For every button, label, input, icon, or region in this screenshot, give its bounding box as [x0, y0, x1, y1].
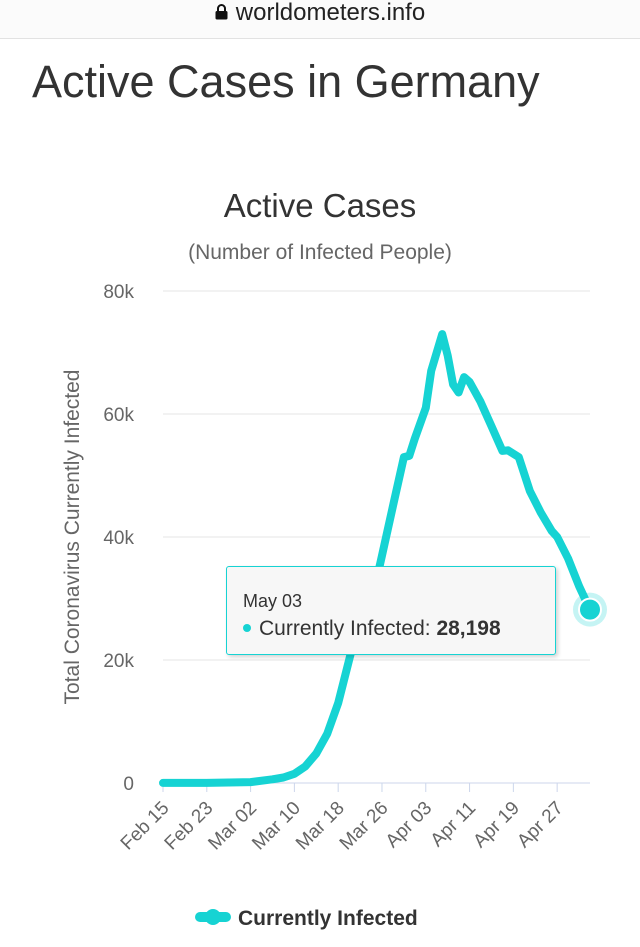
series-line [159, 330, 594, 787]
data-tooltip: May 03 Currently Infected: 28,198 [226, 566, 556, 655]
tooltip-line: Currently Infected: 28,198 [243, 617, 501, 641]
tooltip-value: 28,198 [436, 617, 501, 640]
y-axis-ticks: 0 20k 40k 60k 80k [103, 282, 134, 795]
url-text: worldometers.info [235, 0, 426, 26]
y-axis-title: Total Coronavirus Currently Infected [61, 370, 84, 705]
x-tick-label: Mar 18 [292, 798, 349, 855]
x-tick-label: Apr 27 [513, 798, 567, 852]
tooltip-date: May 03 [243, 591, 303, 611]
x-tick-label: Mar 10 [248, 798, 305, 855]
y-tick-label: 60k [103, 405, 134, 426]
legend-label[interactable]: Currently Infected [238, 907, 418, 930]
tooltip-label: Currently Infected: [259, 617, 431, 640]
lock-icon [215, 4, 228, 20]
x-tick-label: Mar 26 [336, 798, 393, 855]
legend-symbol-dot [205, 909, 221, 925]
x-tick-label: Mar 02 [204, 798, 261, 855]
x-tick-label: Apr 19 [469, 798, 523, 852]
x-tick-label: Feb 15 [117, 798, 174, 855]
y-tick-label: 80k [103, 282, 134, 303]
page-title: Active Cases in Germany [32, 56, 540, 107]
browser-url-bar[interactable]: worldometers.info [0, 0, 640, 39]
series-currently-infected[interactable] [159, 330, 607, 787]
chart-title: Active Cases [224, 187, 417, 224]
data-point-marker [578, 597, 602, 622]
grid-lines [163, 290, 590, 784]
y-tick-label: 20k [103, 651, 134, 672]
y-tick-label: 40k [103, 528, 134, 549]
legend[interactable]: Currently Infected [195, 907, 418, 930]
x-tick-label: Apr 11 [427, 798, 480, 851]
chart-subtitle: (Number of Infected People) [188, 241, 452, 264]
x-tick-label: Apr 03 [382, 798, 436, 852]
x-tick-label: Feb 23 [161, 798, 218, 855]
tooltip-series-dot [243, 623, 251, 632]
y-tick-label: 0 [123, 774, 134, 795]
